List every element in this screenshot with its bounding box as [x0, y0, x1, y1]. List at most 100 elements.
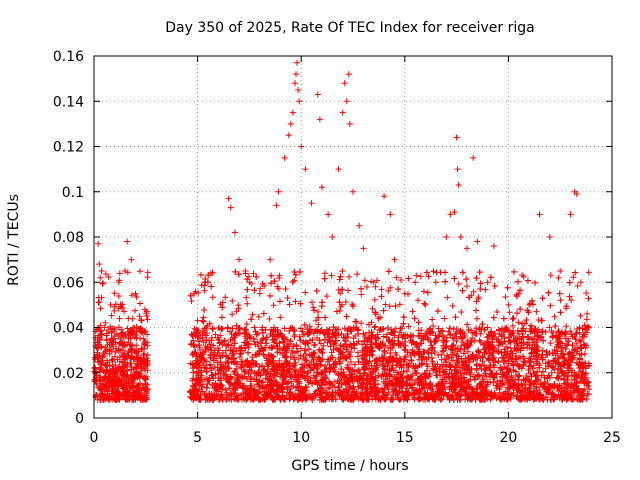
data-point — [128, 292, 135, 299]
data-point — [323, 293, 330, 300]
data-point — [339, 268, 346, 275]
data-point — [195, 338, 202, 345]
data-point — [94, 345, 101, 352]
data-point — [244, 300, 251, 307]
data-point — [104, 366, 111, 373]
data-point — [291, 268, 298, 275]
data-point — [127, 335, 134, 342]
data-point — [120, 374, 127, 381]
data-point — [121, 386, 128, 393]
data-point — [464, 348, 471, 355]
data-point — [523, 316, 530, 323]
data-point — [255, 313, 262, 320]
data-point — [135, 389, 142, 396]
data-point — [107, 341, 114, 348]
data-point — [115, 293, 122, 300]
data-point — [190, 369, 197, 376]
data-point — [136, 268, 143, 275]
data-point — [517, 287, 524, 294]
data-point — [134, 355, 141, 362]
data-point — [547, 302, 554, 309]
data-point — [117, 347, 124, 354]
data-point — [102, 270, 109, 277]
data-point — [194, 317, 201, 324]
data-point — [139, 384, 146, 391]
data-point — [116, 392, 123, 399]
data-point — [124, 325, 131, 332]
data-point — [123, 382, 130, 389]
data-point — [105, 326, 112, 333]
data-point — [117, 340, 124, 347]
data-point — [358, 320, 365, 327]
data-point — [585, 295, 592, 302]
data-point — [138, 316, 145, 323]
data-point — [510, 315, 517, 322]
data-point — [144, 269, 151, 276]
data-point — [502, 293, 509, 300]
data-point — [347, 358, 354, 365]
data-point — [532, 279, 539, 286]
data-point — [92, 354, 99, 361]
data-point — [335, 286, 342, 293]
data-point — [336, 307, 343, 314]
data-point — [372, 323, 379, 330]
data-point — [458, 309, 465, 315]
data-point — [128, 380, 135, 387]
data-point — [321, 270, 328, 277]
data-point — [328, 272, 335, 279]
data-point — [122, 330, 129, 337]
data-point — [440, 369, 447, 376]
data-point — [98, 268, 105, 275]
data-point — [358, 285, 365, 292]
data-point — [305, 346, 312, 353]
data-point — [266, 315, 273, 322]
data-point — [95, 299, 102, 306]
data-point — [284, 295, 291, 302]
data-point — [208, 283, 215, 290]
data-point — [103, 330, 110, 337]
data-point — [358, 291, 365, 298]
data-point — [109, 365, 116, 372]
data-point — [574, 282, 581, 289]
data-point — [310, 304, 317, 311]
data-point — [98, 331, 105, 338]
data-point — [405, 323, 412, 330]
data-point — [144, 331, 151, 338]
data-point — [342, 298, 349, 305]
data-point — [318, 303, 325, 310]
data-point — [577, 312, 584, 319]
data-point — [98, 294, 105, 301]
data-point — [270, 302, 277, 309]
data-point — [129, 315, 136, 322]
data-point — [106, 388, 113, 395]
data-point — [477, 280, 484, 287]
data-point — [311, 342, 318, 349]
data-point — [354, 271, 361, 278]
data-point — [108, 312, 115, 319]
data-point — [557, 297, 564, 304]
data-point — [567, 328, 574, 335]
data-point — [243, 294, 250, 301]
data-point — [538, 317, 545, 324]
data-point — [126, 341, 133, 348]
data-point — [112, 362, 119, 369]
data-point — [487, 274, 494, 281]
data-point — [297, 325, 304, 332]
data-point — [102, 319, 109, 326]
data-point — [463, 276, 470, 283]
data-point — [452, 314, 459, 321]
data-point — [435, 352, 442, 359]
data-point — [547, 340, 554, 347]
data-point — [476, 337, 483, 344]
chart-title: Day 350 of 2025, Rate Of TEC Index for r… — [165, 20, 534, 36]
data-point — [253, 331, 260, 338]
data-points — [91, 59, 593, 403]
data-point — [129, 330, 136, 337]
data-point — [309, 299, 316, 306]
data-point — [420, 288, 427, 295]
data-point — [111, 290, 118, 297]
data-point — [500, 315, 507, 322]
data-point — [116, 270, 123, 277]
data-point — [529, 301, 536, 308]
data-point — [476, 269, 483, 276]
